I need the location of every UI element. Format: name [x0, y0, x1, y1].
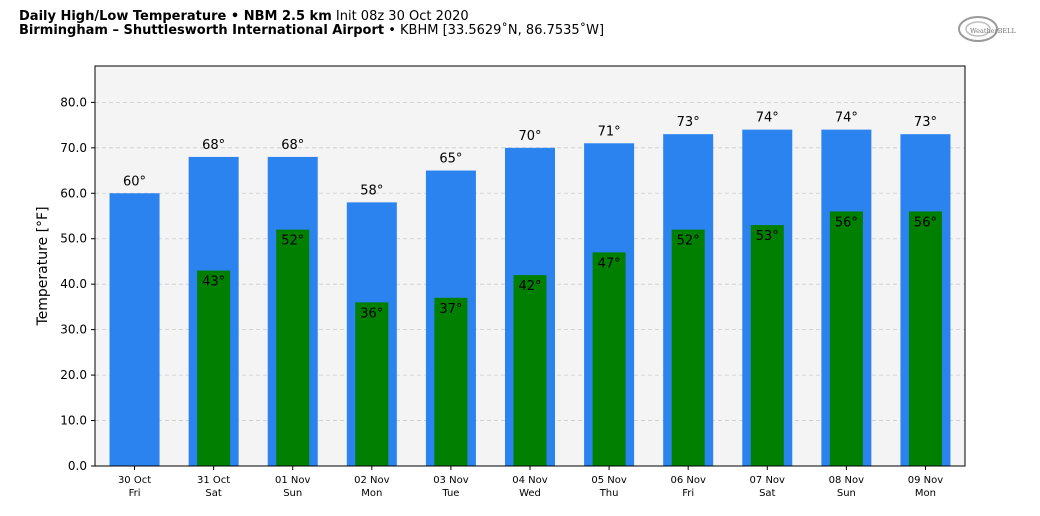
- low-temp-bar: [513, 275, 547, 466]
- low-temp-label: 43°: [202, 275, 225, 290]
- x-tick-date: 02 Nov: [354, 475, 390, 486]
- x-tick-date: 01 Nov: [275, 475, 311, 486]
- chart-subtitle: Birmingham – Shuttlesworth International…: [19, 23, 604, 38]
- low-temp-label: 52°: [281, 234, 304, 249]
- low-temp-bar: [355, 302, 389, 466]
- x-tick-day: Thu: [599, 488, 619, 499]
- y-tick-label: 60.0: [60, 186, 87, 200]
- x-axis-ticks: 30 Oct Fri 31 Oct Sat 01 Nov Sun 02 Nov Mon 03 N…: [118, 466, 943, 499]
- low-temp-bar: [750, 225, 784, 466]
- x-tick-date: 09 Nov: [908, 475, 944, 486]
- x-tick-day: Wed: [519, 488, 541, 499]
- high-temp-label: 73°: [914, 115, 937, 130]
- weatherbell-logo: WeatherBELL: [958, 16, 1016, 42]
- y-axis-ticks: 0.0 10.0 20.0 30.0 40.0 50.0 60.0 70.0 80.0: [60, 95, 95, 473]
- x-tick-day: Mon: [361, 488, 382, 499]
- low-temp-bar: [276, 229, 310, 466]
- y-tick-label: 20.0: [60, 368, 87, 382]
- low-temp-label: 37°: [439, 302, 462, 317]
- x-tick-day: Tue: [441, 488, 459, 499]
- x-tick-date: 06 Nov: [670, 475, 706, 486]
- x-tick-date: 03 Nov: [433, 475, 469, 486]
- x-tick-date: 31 Oct: [197, 475, 230, 486]
- x-tick-day: Sun: [283, 488, 302, 499]
- high-temp-label: 70°: [518, 129, 541, 144]
- station-name: Birmingham – Shuttlesworth International…: [19, 23, 385, 38]
- low-temp-label: 56°: [835, 215, 858, 230]
- low-temp-label: 53°: [756, 229, 779, 244]
- high-temp-label: 58°: [360, 183, 383, 198]
- chart-title: Daily High/Low Temperature • NBM 2.5 km …: [19, 9, 469, 24]
- high-temp-label: 68°: [202, 138, 225, 153]
- low-temp-bar: [434, 297, 468, 466]
- x-tick-day: Mon: [915, 488, 936, 499]
- x-tick-date: 30 Oct: [118, 475, 151, 486]
- low-temp-bar: [671, 229, 705, 466]
- y-axis-label: Temperature [°F]: [35, 206, 51, 326]
- plot-frame: [94, 65, 966, 467]
- high-temp-label: 65°: [439, 152, 462, 167]
- y-tick-label: 80.0: [60, 95, 87, 109]
- high-temp-label: 68°: [281, 138, 304, 153]
- low-temp-label: 47°: [598, 256, 621, 271]
- y-tick-label: 0.0: [68, 459, 87, 473]
- low-temp-bar: [829, 211, 863, 466]
- high-temp-bar: [109, 193, 160, 467]
- y-tick-label: 10.0: [60, 414, 87, 428]
- x-tick-day: Sun: [837, 488, 856, 499]
- x-tick-day: Fri: [682, 488, 694, 499]
- chart-title-main: Daily High/Low Temperature • NBM 2.5 km: [19, 9, 332, 24]
- x-tick-day: Sat: [205, 488, 221, 499]
- x-tick-date: 04 Nov: [512, 475, 548, 486]
- init-time: Init 08z 30 Oct 2020: [335, 9, 469, 24]
- station-coords: • KBHM [33.5629˚N, 86.7535˚W]: [388, 23, 605, 38]
- y-tick-label: 70.0: [60, 141, 87, 155]
- x-tick-date: 05 Nov: [591, 475, 627, 486]
- low-temp-label: 56°: [914, 215, 937, 230]
- high-temp-label: 60°: [123, 174, 146, 189]
- low-temp-bar: [592, 252, 626, 466]
- x-tick-day: Sat: [759, 488, 775, 499]
- x-tick-date: 07 Nov: [750, 475, 786, 486]
- low-temp-label: 36°: [360, 306, 383, 321]
- high-temp-label: 74°: [756, 111, 779, 126]
- low-temp-label: 52°: [677, 234, 700, 249]
- y-tick-label: 40.0: [60, 277, 87, 291]
- y-tick-label: 50.0: [60, 232, 87, 246]
- low-temp-bar: [908, 211, 942, 466]
- low-temp-bars: 43° 52° 36° 37° 42° 47° 52° 53° 56° 56°: [197, 211, 942, 466]
- high-temp-label: 73°: [677, 115, 700, 130]
- x-tick-day: Fri: [129, 488, 141, 499]
- low-temp-label: 42°: [518, 279, 541, 294]
- x-tick-date: 08 Nov: [829, 475, 865, 486]
- high-temp-label: 74°: [835, 111, 858, 126]
- low-temp-bar: [197, 270, 231, 466]
- y-tick-label: 30.0: [60, 323, 87, 337]
- high-temp-label: 71°: [598, 124, 621, 139]
- logo-text: WeatherBELL: [970, 27, 1016, 35]
